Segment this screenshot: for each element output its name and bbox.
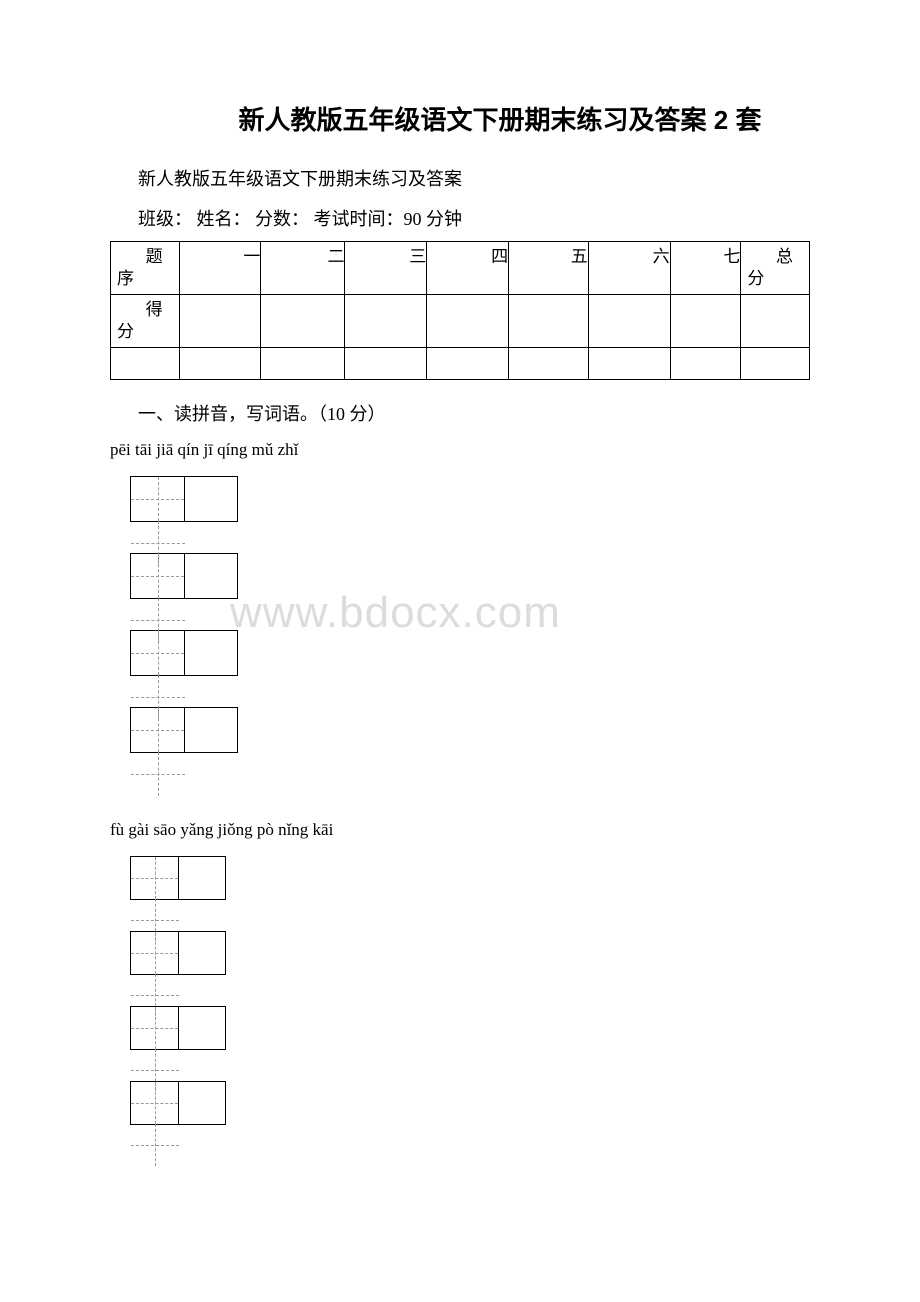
- char-cell: [131, 932, 179, 974]
- char-cell: [131, 631, 185, 675]
- char-box-pair: [130, 553, 238, 599]
- score-cell: [741, 295, 810, 348]
- char-cell: [131, 477, 185, 521]
- score-cell: [588, 295, 670, 348]
- char-box-row: [130, 856, 810, 917]
- label-char: 分: [747, 268, 803, 290]
- char-box-row: [130, 553, 810, 616]
- score-cell: [670, 295, 741, 348]
- score-cell: [345, 295, 427, 348]
- table-row: 得 分: [111, 295, 810, 348]
- char-cell: [131, 1007, 179, 1049]
- label-char: 分: [117, 321, 173, 343]
- score-cell: [509, 295, 589, 348]
- empty-cell: [509, 348, 589, 380]
- char-cell: [131, 708, 185, 752]
- section-1-heading: 一、读拼音，写词语。（10 分）: [138, 400, 810, 426]
- empty-cell: [670, 348, 741, 380]
- empty-cell: [261, 348, 345, 380]
- score-cell: [427, 295, 509, 348]
- char-box-row: [130, 1081, 810, 1142]
- score-cell: [179, 295, 261, 348]
- table-row: 题 序 一 二 三 四 五 六 七 总 分: [111, 242, 810, 295]
- table-header-3: 三: [345, 242, 427, 295]
- char-box-pair: [130, 476, 238, 522]
- char-box-pair: [130, 1006, 226, 1050]
- label-char: 序: [117, 268, 173, 290]
- char-cell: [131, 1082, 179, 1124]
- score-cell: [261, 295, 345, 348]
- empty-cell: [345, 348, 427, 380]
- pinyin-row-2: fù gài sāo yǎng jiǒng pò nǐng kāi: [110, 820, 810, 840]
- pinyin-row-1: pēi tāi jiā qín jī qíng mǔ zhǐ: [110, 440, 810, 460]
- label-char: 得: [117, 299, 173, 321]
- char-box-group-2: [110, 856, 810, 1142]
- table-row: [111, 348, 810, 380]
- label-char: 题: [117, 246, 173, 268]
- empty-cell: [427, 348, 509, 380]
- char-box-row: [130, 1006, 810, 1067]
- label-char: 总: [747, 246, 803, 268]
- table-header-4: 四: [427, 242, 509, 295]
- char-box-pair: [130, 1081, 226, 1125]
- exam-info-line: 班级： 姓名： 分数： 考试时间：90 分钟: [138, 205, 810, 231]
- char-box-row: [130, 476, 810, 539]
- table-header-5: 五: [509, 242, 589, 295]
- char-cell: [131, 752, 185, 796]
- char-box-row: [130, 931, 810, 992]
- table-header-2: 二: [261, 242, 345, 295]
- char-box-row: [130, 707, 810, 770]
- document-title: 新人教版五年级语文下册期末练习及答案 2 套: [190, 100, 810, 137]
- char-box-pair: [130, 630, 238, 676]
- char-box-pair: [130, 931, 226, 975]
- score-table: 题 序 一 二 三 四 五 六 七 总 分 得 分: [110, 241, 810, 380]
- row-label-question-order: 题 序: [111, 242, 180, 295]
- table-header-7: 七: [670, 242, 741, 295]
- empty-cell: [179, 348, 261, 380]
- char-box-group-1: [110, 476, 810, 770]
- empty-cell: [111, 348, 180, 380]
- total-score-label: 总 分: [741, 242, 810, 295]
- table-header-6: 六: [588, 242, 670, 295]
- char-cell: [131, 1124, 179, 1166]
- empty-cell: [741, 348, 810, 380]
- char-box-pair: [130, 856, 226, 900]
- table-header-1: 一: [179, 242, 261, 295]
- char-box-row: [130, 630, 810, 693]
- char-cell: [131, 554, 185, 598]
- document-subtitle: 新人教版五年级语文下册期末练习及答案: [138, 165, 810, 191]
- empty-cell: [588, 348, 670, 380]
- row-label-score: 得 分: [111, 295, 180, 348]
- char-box-pair: [130, 707, 238, 753]
- char-cell: [131, 857, 179, 899]
